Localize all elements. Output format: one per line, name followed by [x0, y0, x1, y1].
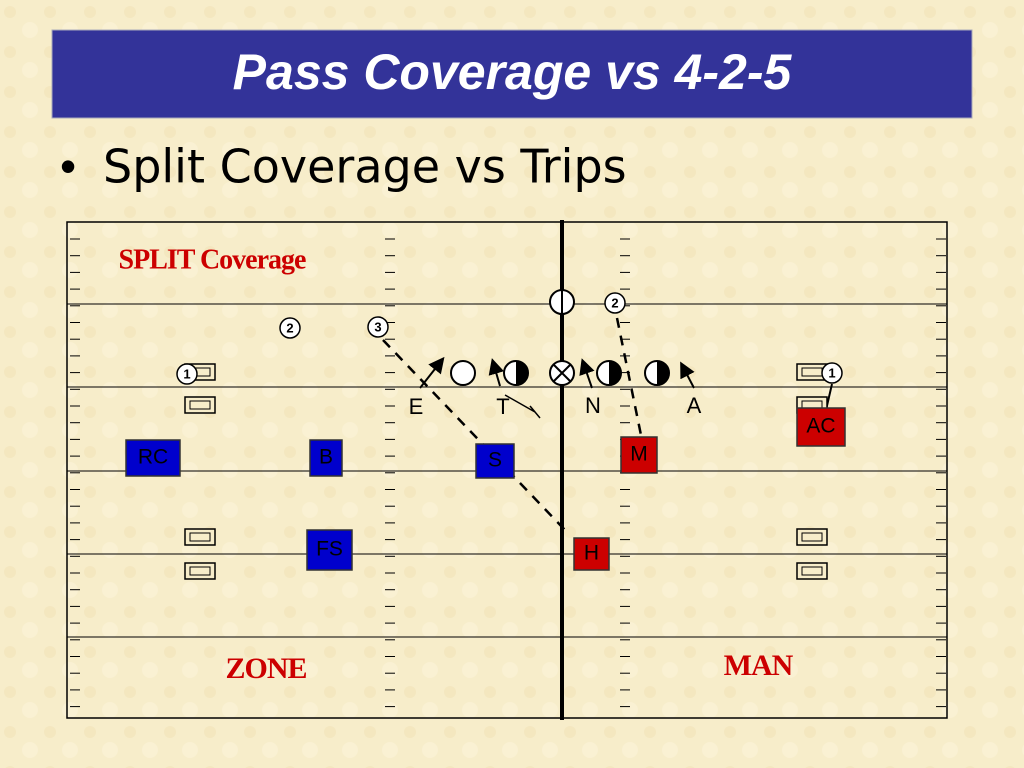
route-number-circle	[367, 316, 389, 338]
defender	[125, 439, 181, 477]
arrow	[680, 361, 695, 389]
lineman	[450, 360, 476, 386]
arrow	[419, 356, 445, 389]
defender	[475, 443, 515, 479]
line-label: E	[409, 394, 424, 419]
defender-label: M	[630, 443, 648, 466]
defender-label: AC	[806, 415, 835, 438]
defender-label: FS	[316, 538, 343, 561]
route-number: 1	[828, 365, 835, 380]
defender	[306, 529, 353, 571]
bullet-text: Split Coverage vs Trips	[103, 140, 627, 194]
route-number: 2	[611, 295, 618, 310]
line-label: N	[585, 393, 601, 418]
route	[504, 394, 541, 419]
route-number-circle	[821, 362, 843, 384]
players: 1 2 3 2 1 E T N A RC B S FS M AC H	[125, 289, 846, 580]
zone-label: ZONE	[225, 652, 306, 685]
lineman-half	[657, 361, 669, 385]
route-number-circle	[279, 317, 301, 339]
field-border	[66, 221, 948, 719]
route-number-circle	[604, 292, 626, 314]
lineman-x	[553, 364, 571, 382]
route	[382, 339, 566, 531]
route	[615, 317, 644, 441]
lineman-half	[516, 361, 528, 385]
title: Pass Coverage vs 4-2-5	[233, 44, 793, 100]
arrow	[579, 358, 595, 389]
route-number: 3	[374, 319, 381, 334]
caption: SPLIT Coverage	[119, 244, 306, 275]
man-label: MAN	[724, 649, 794, 682]
defender-label: S	[488, 449, 502, 472]
arrow	[488, 358, 505, 387]
route-number-circle	[176, 363, 198, 385]
receiver-inner	[189, 400, 211, 410]
receiver-inner	[801, 532, 823, 542]
defender-label: H	[584, 542, 599, 565]
line-label: A	[687, 393, 702, 418]
defender-label: RC	[138, 446, 168, 469]
defender	[796, 407, 846, 447]
defender	[573, 537, 610, 571]
bullet-dot: •	[60, 140, 76, 192]
receiver-inner	[189, 566, 211, 576]
receiver-inner	[189, 532, 211, 542]
route-number: 1	[183, 366, 190, 381]
receiver-inner	[801, 566, 823, 576]
route-number: 2	[286, 320, 293, 335]
defender-label: B	[319, 446, 333, 469]
title-bar	[51, 29, 973, 119]
lineman-half	[609, 361, 621, 385]
line-label: T	[496, 394, 509, 419]
defender	[620, 436, 658, 474]
defender	[309, 439, 343, 477]
